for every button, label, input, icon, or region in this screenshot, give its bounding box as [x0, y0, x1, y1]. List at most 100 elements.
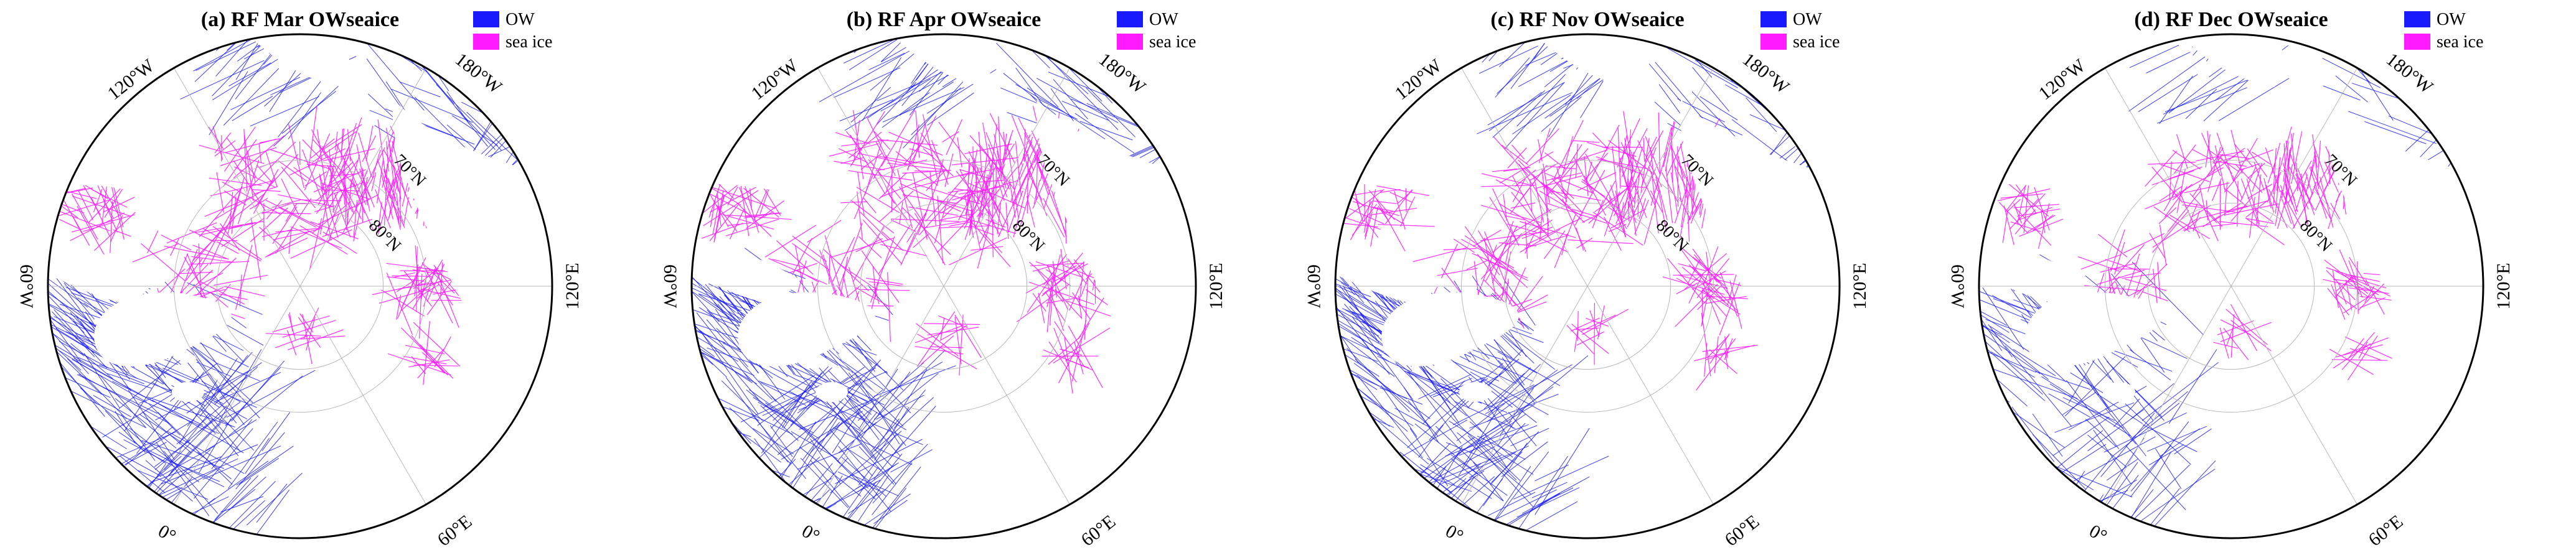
- sea-ice-track: [853, 173, 874, 220]
- sea-ice-track: [2159, 224, 2167, 266]
- ow-track: [110, 421, 192, 471]
- sea-ice-track: [865, 278, 903, 285]
- sea-ice-track: [1617, 128, 1621, 189]
- sea-ice-track: [413, 322, 461, 367]
- sea-ice-track: [281, 178, 299, 215]
- ow-track: [77, 374, 158, 414]
- ow-track: [2109, 348, 2173, 372]
- ow-track: [187, 362, 237, 424]
- sea-ice-track: [1680, 143, 1691, 192]
- ow-track: [196, 361, 232, 377]
- ow-track: [48, 450, 79, 485]
- meridian-line: [2105, 68, 2232, 287]
- sea-ice-track: [1518, 164, 1551, 213]
- sea-ice-track: [113, 229, 131, 237]
- sea-ice-track: [2223, 328, 2249, 360]
- ow-track: [2054, 402, 2135, 433]
- sea-ice-track: [302, 139, 322, 161]
- meridian-line: [943, 68, 1070, 287]
- sea-ice-track: [1023, 136, 1033, 162]
- sea-ice-track: [322, 148, 375, 162]
- sea-ice-track: [873, 283, 880, 304]
- sea-ice-track: [387, 353, 451, 376]
- sea-ice-track: [1043, 254, 1067, 286]
- sea-ice-track: [722, 214, 774, 230]
- sea-ice-track: [2172, 149, 2201, 170]
- ow-track: [2084, 375, 2146, 457]
- ow-track: [99, 364, 179, 394]
- ow-track: [762, 375, 816, 409]
- ow-track: [1497, 408, 1525, 446]
- sea-ice-track: [231, 196, 237, 234]
- sea-ice-track: [435, 268, 459, 328]
- sea-ice-track: [293, 167, 327, 192]
- ow-track: [826, 401, 873, 459]
- sea-ice-track: [70, 212, 125, 241]
- sea-ice-track: [386, 272, 413, 335]
- ow-track: [1403, 387, 1439, 443]
- sea-ice-track: [1030, 151, 1042, 177]
- ow-track: [73, 358, 154, 403]
- sea-ice-track: [942, 131, 959, 142]
- ow-track: [861, 493, 911, 528]
- sea-ice-track: [2219, 154, 2249, 159]
- sea-ice-track: [1706, 251, 1711, 282]
- ow-track: [48, 423, 89, 464]
- sea-ice-track: [1684, 246, 1736, 290]
- ow-track: [1502, 357, 1536, 404]
- sea-ice-track: [1701, 287, 1728, 317]
- ow-track: [833, 427, 913, 465]
- sea-ice-track: [1510, 202, 1536, 209]
- ow-track: [1483, 442, 1528, 506]
- ow-track: [2159, 428, 2200, 457]
- scandinavia: [1618, 411, 1706, 538]
- sea-ice-track: [2149, 233, 2166, 259]
- sea-ice-track: [2112, 244, 2145, 280]
- ow-track: [1353, 363, 1431, 419]
- sea-ice-track: [1570, 317, 1600, 332]
- ow-track: [205, 481, 276, 538]
- ow-track: [138, 470, 209, 500]
- sea-ice-track: [1376, 198, 1406, 251]
- sea-ice-track: [946, 119, 963, 156]
- map-content: [692, 34, 1196, 538]
- sea-ice-track: [387, 276, 425, 282]
- sea-ice-track: [964, 172, 993, 229]
- ow-track: [692, 266, 735, 321]
- sea-ice-track: [1018, 179, 1034, 231]
- sea-ice-track: [2212, 342, 2239, 349]
- sea-ice-track: [1507, 147, 1527, 169]
- ow-track: [236, 445, 294, 486]
- sea-ice-track: [220, 147, 277, 167]
- sea-ice-track: [1525, 221, 1528, 259]
- sea-ice-track: [2312, 142, 2329, 187]
- sea-ice-track: [1997, 188, 2051, 202]
- ow-track: [1380, 387, 1423, 405]
- ow-track: [1510, 427, 1549, 447]
- sea-ice-track: [325, 193, 344, 236]
- sea-ice-track: [1586, 161, 1592, 183]
- sea-ice-track: [2357, 261, 2359, 314]
- ow-track: [1485, 404, 1535, 435]
- ow-track: [451, 115, 498, 146]
- meridian-line: [943, 286, 1070, 505]
- sea-ice-track: [1460, 238, 1515, 269]
- map-content: [1335, 34, 1840, 538]
- sea-ice-track: [1481, 173, 1531, 186]
- ow-track: [148, 403, 181, 436]
- ow-track: [1484, 434, 1507, 468]
- sea-ice-track: [845, 131, 862, 151]
- ow-track: [890, 449, 933, 473]
- sea-ice-track: [1051, 190, 1067, 238]
- sea-ice-track: [170, 238, 179, 256]
- ow-track: [2100, 413, 2155, 477]
- sea-ice-track: [314, 205, 335, 212]
- meridian-line: [1587, 286, 1714, 505]
- ow-track: [1979, 303, 2007, 326]
- ow-track: [128, 389, 175, 460]
- ow-track: [773, 367, 832, 421]
- sea-ice-track: [302, 314, 313, 365]
- sea-ice-track: [1577, 172, 1616, 191]
- sea-ice-track: [300, 335, 346, 340]
- sea-ice-track: [1065, 358, 1089, 368]
